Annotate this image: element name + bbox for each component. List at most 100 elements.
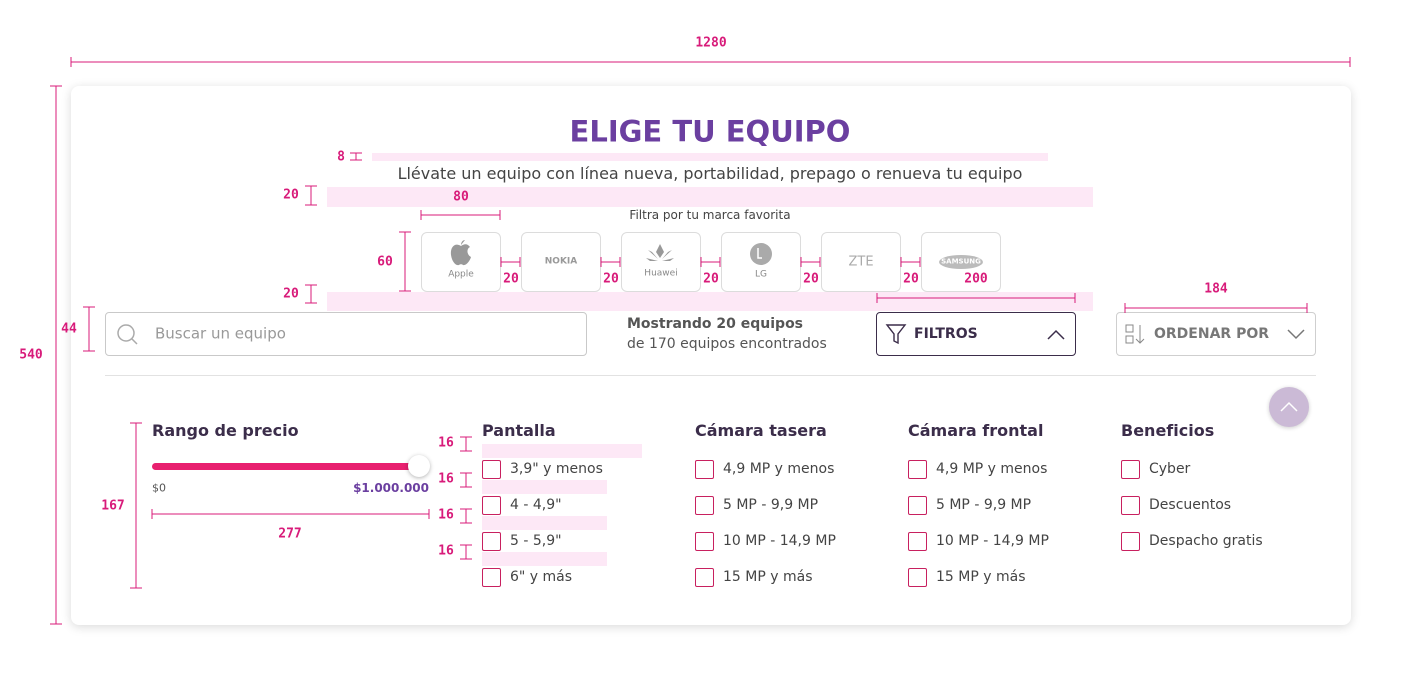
dimension-label: 8 xyxy=(337,149,345,165)
checkbox[interactable] xyxy=(908,568,927,587)
dimension-label: 20 xyxy=(283,286,299,302)
results-total: de 170 equipos encontrados xyxy=(627,336,827,352)
search-icon xyxy=(117,324,135,342)
brand-label: SAMSUNG xyxy=(941,257,981,266)
caret-down xyxy=(1287,329,1305,340)
filter-icon xyxy=(885,324,907,345)
dimension-label: 167 xyxy=(101,498,125,514)
spacing-highlight xyxy=(482,480,607,494)
brand-label: ZTE xyxy=(848,254,874,270)
filter-title: Rango de precio xyxy=(152,421,299,440)
page-subtitle: Llévate un equipo con línea nueva, porta… xyxy=(397,164,1023,183)
lg-logo xyxy=(757,248,762,259)
brand-button[interactable] xyxy=(521,232,601,292)
search-icon xyxy=(131,338,138,345)
spacing-highlight xyxy=(372,153,1048,161)
filter-option: 4 - 4,9" xyxy=(510,497,562,513)
checkbox[interactable] xyxy=(695,568,714,587)
dimension-label: 80 xyxy=(453,189,469,205)
brand-prompt: Filtra por tu marca favorita xyxy=(629,208,791,222)
dimension-label: 20 xyxy=(803,271,819,287)
dimension-label: 20 xyxy=(903,271,919,287)
brand-button[interactable] xyxy=(821,232,901,292)
filter-title: Pantalla xyxy=(482,421,556,440)
dimension-label: 44 xyxy=(61,321,77,337)
checkbox[interactable] xyxy=(482,460,501,479)
checkbox[interactable] xyxy=(1121,460,1140,479)
filter-option: Despacho gratis xyxy=(1149,533,1263,549)
search-input[interactable] xyxy=(105,312,587,356)
brand-label: LG xyxy=(755,269,767,280)
filter-option: 4,9 MP y menos xyxy=(723,461,835,477)
checkbox[interactable] xyxy=(482,496,501,515)
sort-icon xyxy=(1135,325,1145,344)
slider-knob[interactable] xyxy=(408,455,430,477)
filter-option: 4,9 MP y menos xyxy=(936,461,1048,477)
dimension-label: 16 xyxy=(438,507,454,523)
caret-up xyxy=(1047,329,1065,340)
dimension-label: 20 xyxy=(603,271,619,287)
sort-icon xyxy=(1125,335,1134,344)
checkbox[interactable] xyxy=(1121,496,1140,515)
samsung-logo xyxy=(939,255,983,269)
dimension-label: 20 xyxy=(703,271,719,287)
brand-button[interactable] xyxy=(621,232,701,292)
checkbox[interactable] xyxy=(695,460,714,479)
page-title: ELIGE TU EQUIPO xyxy=(569,114,851,149)
checkbox[interactable] xyxy=(695,532,714,551)
filter-option: 5 - 5,9" xyxy=(510,533,562,549)
filter-title: Beneficios xyxy=(1121,421,1215,440)
filter-option: Cyber xyxy=(1149,461,1191,477)
scroll-up-icon xyxy=(1280,401,1298,412)
dimension-label: 16 xyxy=(438,435,454,451)
spacing-highlight xyxy=(327,187,1093,207)
filter-title: Cámara frontal xyxy=(908,421,1044,440)
spacing-highlight xyxy=(482,552,607,566)
price-min: $0 xyxy=(152,481,166,495)
divider xyxy=(105,375,1316,376)
search-placeholder: Buscar un equipo xyxy=(155,324,286,343)
dimension-label: 20 xyxy=(503,271,519,287)
filter-option: 10 MP - 14,9 MP xyxy=(723,533,836,549)
dimension-label: 60 xyxy=(377,254,393,270)
dimension-label: 277 xyxy=(278,526,302,542)
slider-track xyxy=(152,463,420,470)
spacing-highlight xyxy=(482,516,607,530)
checkbox[interactable] xyxy=(695,496,714,515)
lg-logo xyxy=(750,243,772,265)
price-max: $1.000.000 xyxy=(353,481,429,495)
filter-option: 15 MP y más xyxy=(723,569,813,585)
dimension-label: 540 xyxy=(19,347,43,363)
filter-option: 6" y más xyxy=(510,569,573,585)
filter-option: 3,9" y menos xyxy=(510,461,603,477)
dimension-label: 16 xyxy=(438,543,454,559)
filter-option: 5 MP - 9,9 MP xyxy=(723,497,819,513)
brand-label: Huawei xyxy=(644,268,678,279)
apple-logo xyxy=(450,240,471,266)
scroll-top-button[interactable] xyxy=(1269,387,1309,427)
filter-option: 15 MP y más xyxy=(936,569,1026,585)
dimension-label: 16 xyxy=(438,471,454,487)
spacing-highlight xyxy=(482,444,642,458)
brand-label: NOKIA xyxy=(544,256,578,267)
dimension-label: 20 xyxy=(283,187,299,203)
checkbox[interactable] xyxy=(1121,532,1140,551)
sort-button[interactable] xyxy=(1116,312,1316,356)
dimension-label: 200 xyxy=(964,271,988,287)
brand-label: Apple xyxy=(448,269,474,280)
filters-label: FILTROS xyxy=(914,326,978,342)
sort-label: ORDENAR POR xyxy=(1154,326,1270,342)
huawei-logo xyxy=(646,244,674,261)
checkbox[interactable] xyxy=(482,532,501,551)
sort-icon xyxy=(1125,324,1134,333)
checkbox[interactable] xyxy=(908,496,927,515)
filter-option: 5 MP - 9,9 MP xyxy=(936,497,1032,513)
spacing-highlight xyxy=(327,292,1093,311)
checkbox[interactable] xyxy=(908,460,927,479)
filters-button[interactable] xyxy=(876,312,1076,356)
results-count: Mostrando 20 equipos xyxy=(627,316,804,332)
checkbox[interactable] xyxy=(908,532,927,551)
checkbox[interactable] xyxy=(482,568,501,587)
